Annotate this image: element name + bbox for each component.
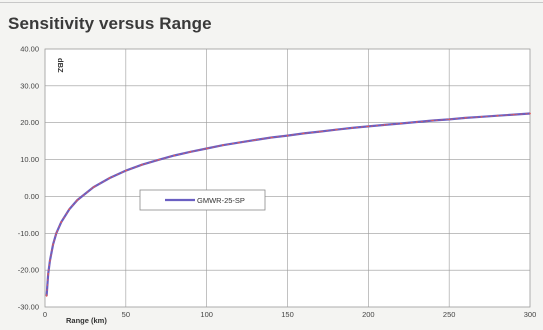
chart-title: Sensitivity versus Range xyxy=(8,14,212,33)
data-point xyxy=(157,159,160,161)
grid-lines xyxy=(45,49,530,307)
data-point xyxy=(76,199,79,202)
x-tick-label: 50 xyxy=(122,310,130,319)
y-tick-label: -30.00 xyxy=(18,303,39,312)
x-tick-label: 150 xyxy=(281,310,294,319)
y-tick-label: 40.00 xyxy=(20,45,39,54)
y-tick-label: 20.00 xyxy=(20,118,39,127)
y-tick-label: -10.00 xyxy=(18,229,39,238)
data-point xyxy=(286,134,289,137)
data-point xyxy=(367,125,370,128)
y-axis-label: dBZ xyxy=(56,58,65,73)
data-point xyxy=(52,243,54,246)
chart-container: -30.00 -20.00 -10.00 0.00 10.00 20.00 30.00 40.… xyxy=(0,42,543,330)
data-point xyxy=(415,121,418,123)
y-tick-label: -20.00 xyxy=(18,266,39,275)
x-tick-label: 0 xyxy=(43,310,47,319)
data-point xyxy=(399,122,402,125)
y-tick-label: 0.00 xyxy=(24,192,39,201)
data-point xyxy=(47,272,50,275)
x-tick-label: 250 xyxy=(443,310,456,319)
series-points xyxy=(45,112,531,297)
y-tick-label: 30.00 xyxy=(20,81,39,90)
x-tick-label: 200 xyxy=(362,310,375,319)
data-point xyxy=(496,114,499,117)
data-point xyxy=(205,147,208,150)
data-point xyxy=(480,115,483,118)
data-point xyxy=(68,208,71,211)
y-tick-label: 10.00 xyxy=(20,155,39,164)
data-point xyxy=(529,112,531,115)
data-point xyxy=(55,232,58,235)
data-point xyxy=(173,154,176,157)
data-point xyxy=(270,136,273,139)
data-point xyxy=(351,127,354,129)
series-line-highlight xyxy=(46,113,531,296)
data-point xyxy=(92,186,95,189)
x-axis-label: Range (km) xyxy=(66,316,107,325)
data-point xyxy=(464,117,467,119)
data-point xyxy=(335,128,337,131)
data-point xyxy=(448,118,451,121)
legend: GMWR-25-SP xyxy=(139,189,266,211)
data-point xyxy=(124,169,127,172)
data-point xyxy=(108,177,111,179)
x-tick-label: 300 xyxy=(524,310,537,319)
data-point xyxy=(60,221,63,224)
data-point xyxy=(221,144,224,147)
data-point xyxy=(189,150,192,153)
legend-box xyxy=(139,189,266,211)
data-point xyxy=(432,119,434,122)
x-tick-labels: 0 50 100 150 200 250 300 xyxy=(43,310,536,319)
data-point xyxy=(512,113,515,116)
data-point xyxy=(318,130,321,133)
legend-label: GMWR-25-SP xyxy=(197,196,245,205)
data-point xyxy=(302,132,305,135)
x-tick-label: 100 xyxy=(200,310,213,319)
data-point xyxy=(238,141,240,144)
data-point xyxy=(141,163,143,166)
data-point xyxy=(254,139,257,141)
data-point xyxy=(45,295,48,297)
top-rule xyxy=(0,2,543,3)
data-point xyxy=(49,260,51,262)
chart-svg: -30.00 -20.00 -10.00 0.00 10.00 20.00 30.00 40.… xyxy=(18,45,537,326)
y-tick-labels: -30.00 -20.00 -10.00 0.00 10.00 20.00 30.00 40.… xyxy=(18,45,39,312)
data-point xyxy=(383,124,386,126)
